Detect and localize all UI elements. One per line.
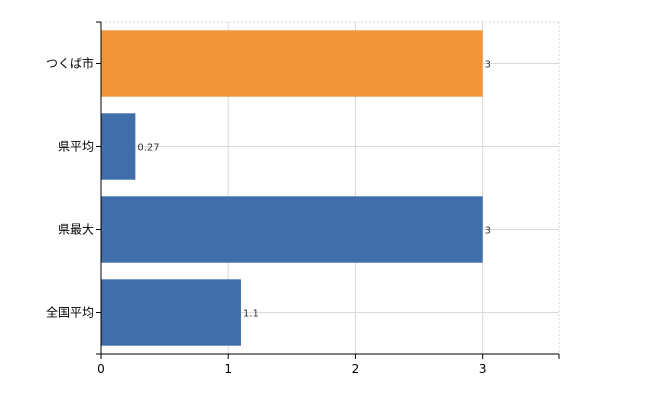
data-label-2: 3 xyxy=(485,226,491,237)
category-label-0: つくば市 xyxy=(46,56,94,71)
category-label-2: 県最大 xyxy=(58,223,94,237)
data-label-0: 3 xyxy=(485,60,491,71)
x-tick-label-0: 0 xyxy=(97,362,105,376)
x-tick-label-3: 3 xyxy=(479,362,487,376)
axes xyxy=(96,21,560,359)
x-tick-label-2: 2 xyxy=(352,362,360,376)
bars xyxy=(101,30,483,346)
x-tick-label-1: 1 xyxy=(224,362,232,376)
bar-3 xyxy=(101,279,241,346)
data-labels: 3 0.27 3 1.1 xyxy=(137,60,491,320)
data-label-3: 1.1 xyxy=(243,309,259,320)
bar-0 xyxy=(101,30,483,97)
category-label-3: 全国平均 xyxy=(46,305,94,320)
data-label-1: 0.27 xyxy=(137,143,159,154)
bar-2 xyxy=(101,196,483,263)
x-tick-labels: 0 1 2 3 xyxy=(97,362,486,376)
bar-1 xyxy=(101,113,136,180)
category-label-1: 県平均 xyxy=(58,140,94,154)
